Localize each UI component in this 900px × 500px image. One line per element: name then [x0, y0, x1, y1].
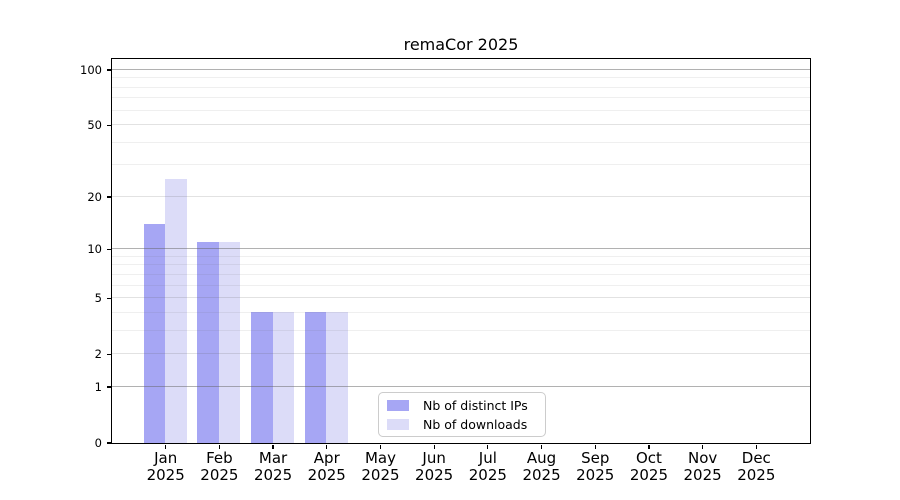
x-tick-mark [755, 444, 757, 449]
gridline-mid [111, 353, 810, 355]
legend-swatch-downloads [387, 418, 409, 430]
y-tick-mark [106, 353, 112, 355]
bar-nb-of-distinct-ips-jan [143, 223, 166, 443]
y-tick-label: 2 [94, 347, 102, 362]
gridline-major [111, 248, 810, 250]
x-tick-label: Nov 2025 [683, 449, 722, 484]
bar-nb-of-downloads-apr [326, 312, 348, 443]
y-tick-mark [106, 297, 112, 299]
y-tick-mark [106, 248, 112, 250]
y-tick-mark [106, 69, 112, 71]
gridline-major [111, 69, 810, 70]
legend-item-downloads: Nb of downloads [387, 417, 537, 432]
gridline-minor [111, 97, 810, 99]
y-tick-mark [106, 442, 112, 444]
plot-area [110, 57, 811, 444]
x-tick-mark [594, 444, 596, 449]
x-tick-label: Mar 2025 [253, 449, 293, 484]
x-tick-label: Jun 2025 [415, 449, 454, 484]
legend-swatch-distinct-ips [387, 399, 409, 411]
x-tick-label: Jan 2025 [146, 449, 185, 484]
x-tick-mark [218, 444, 220, 449]
x-tick-mark [540, 444, 543, 449]
gridline-minor [111, 329, 810, 331]
chart-title: remaCor 2025 [403, 35, 519, 54]
legend: Nb of distinct IPs Nb of downloads [378, 392, 546, 437]
x-tick-mark [165, 444, 167, 449]
bar-nb-of-distinct-ips-apr [304, 312, 327, 443]
x-tick-mark [326, 444, 328, 449]
x-tick-mark [487, 444, 489, 449]
gridline-minor [111, 284, 810, 286]
x-tick-label: Apr 2025 [307, 449, 346, 484]
x-tick-label: Sep 2025 [576, 449, 615, 484]
gridline-minor [111, 86, 810, 88]
x-tick-mark [648, 444, 650, 449]
gridline-major [111, 385, 810, 387]
y-tick-label: 20 [87, 189, 102, 204]
gridline-minor [111, 264, 810, 266]
bar-nb-of-downloads-mar [272, 312, 295, 443]
legend-item-distinct-ips: Nb of distinct IPs [387, 398, 537, 413]
y-tick-mark [106, 124, 112, 126]
bar-nb-of-downloads-feb [218, 241, 241, 443]
legend-label-distinct-ips: Nb of distinct IPs [423, 397, 528, 413]
gridline-minor [111, 141, 810, 143]
gridline-minor [111, 164, 810, 166]
gridline-minor [111, 109, 810, 111]
x-tick-label: Jul 2025 [468, 449, 507, 484]
y-tick-mark [106, 386, 112, 388]
x-tick-label: Dec 2025 [737, 449, 776, 484]
legend-label-downloads: Nb of downloads [423, 416, 528, 432]
x-tick-mark [272, 444, 274, 449]
gridline-minor [111, 255, 810, 257]
gridline-minor [111, 311, 810, 313]
bar-nb-of-distinct-ips-mar [251, 312, 273, 443]
x-tick-label: Feb 2025 [200, 449, 239, 484]
y-tick-label: 1 [94, 379, 102, 394]
x-tick-mark [702, 444, 704, 449]
bar-nb-of-downloads-jan [165, 179, 187, 443]
y-tick-label: 100 [80, 63, 102, 77]
bar-nb-of-distinct-ips-feb [197, 241, 219, 443]
x-tick-label: Aug 2025 [522, 449, 561, 484]
y-tick-label: 50 [87, 118, 102, 133]
gridline-mid [111, 297, 810, 299]
gridline-mid [111, 195, 810, 197]
y-tick-label: 10 [87, 242, 102, 257]
x-tick-label: May 2025 [361, 449, 400, 484]
gridline-mid [111, 124, 810, 126]
y-tick-mark [106, 196, 112, 198]
x-tick-mark [379, 444, 382, 449]
gridline-minor [111, 273, 810, 275]
gridline-minor [111, 77, 810, 79]
x-tick-mark [433, 444, 435, 449]
y-tick-label: 0 [94, 436, 102, 450]
y-tick-label: 5 [94, 291, 102, 306]
x-tick-label: Oct 2025 [629, 449, 669, 484]
